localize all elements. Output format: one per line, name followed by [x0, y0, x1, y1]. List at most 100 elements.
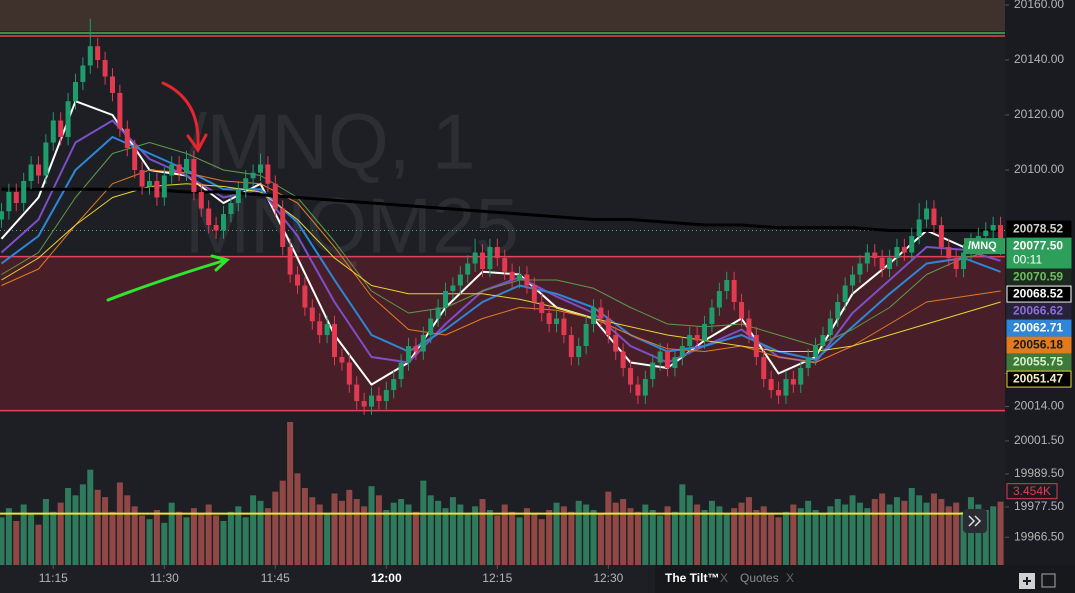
- tab-label[interactable]: The Tilt™: [665, 571, 719, 585]
- x-tick-label: 12:30: [593, 571, 623, 585]
- volume-bar: [398, 499, 405, 565]
- volume-bar: [723, 513, 730, 565]
- volume-bar: [464, 513, 471, 565]
- volume-bar: [28, 513, 35, 565]
- candle-body: [406, 346, 412, 363]
- volume-bar: [620, 499, 627, 565]
- volume-bar: [708, 500, 715, 565]
- price-tag-label: 20055.75: [1013, 354, 1063, 368]
- candle-body: [21, 180, 27, 204]
- candle-body: [724, 280, 730, 292]
- price-tag-label: 20070.59: [1013, 269, 1063, 283]
- candle-body: [413, 346, 419, 352]
- candle-body: [472, 252, 478, 264]
- volume-bar: [486, 510, 493, 565]
- x-tick-label: 12:00: [371, 571, 402, 585]
- volume-bar: [442, 508, 449, 565]
- candle-body: [258, 164, 264, 173]
- candle-body: [635, 384, 641, 396]
- candle-body: [58, 120, 64, 137]
- tab-close[interactable]: X: [786, 571, 794, 585]
- candle-body: [435, 307, 441, 319]
- volume-bar: [213, 515, 220, 565]
- candle-body: [924, 208, 930, 220]
- candle-body: [228, 203, 234, 215]
- volume-bar: [146, 519, 153, 565]
- volume-bar: [5, 508, 12, 565]
- candle-body: [901, 247, 907, 253]
- price-tag: [1006, 319, 1072, 337]
- candle-body: [872, 252, 878, 259]
- candle-body: [250, 172, 256, 179]
- candle-body: [835, 302, 841, 319]
- volume-bar: [227, 511, 234, 565]
- candle-body: [539, 302, 545, 314]
- candle-body: [842, 285, 848, 303]
- candle-body: [709, 307, 715, 325]
- volume-bar: [390, 502, 397, 565]
- candle-body: [243, 178, 249, 190]
- volume-bar: [886, 504, 893, 565]
- volume-bar: [760, 506, 767, 565]
- candle-body: [50, 120, 56, 143]
- tab-label[interactable]: Quotes: [740, 571, 779, 585]
- candle-body: [820, 335, 826, 347]
- candle-body: [206, 208, 212, 226]
- volume-bar: [849, 495, 856, 565]
- candle-body: [768, 379, 774, 391]
- candle-body: [909, 236, 915, 253]
- candle-body: [132, 147, 138, 170]
- volume-bar: [871, 499, 878, 565]
- y-tick-label: 20160.00: [1014, 0, 1064, 11]
- candle-body: [509, 271, 515, 281]
- volume-bar: [605, 491, 612, 565]
- layout-button[interactable]: [1041, 573, 1056, 588]
- candle-body: [887, 258, 893, 270]
- volume-bar: [57, 502, 64, 565]
- candle-body: [139, 169, 145, 187]
- volume-bar: [531, 513, 538, 565]
- candle-body: [220, 214, 226, 231]
- price-tag: [1006, 285, 1072, 303]
- price-tag-label: 20066.62: [1013, 303, 1063, 317]
- candle-body: [80, 65, 86, 82]
- mid-layer: [0, 32, 1005, 412]
- y-tick-label: 19989.50: [1014, 466, 1064, 480]
- candle-body: [694, 335, 700, 341]
- candle-body: [998, 225, 1004, 248]
- volume-bar: [930, 493, 937, 565]
- tab-close[interactable]: X: [720, 571, 728, 585]
- candle-body: [990, 225, 996, 231]
- x-tick-label: 11:45: [261, 571, 290, 585]
- volume-bar: [176, 511, 183, 565]
- candle-body: [450, 285, 456, 292]
- candle-body: [154, 180, 160, 198]
- candle-body: [213, 225, 219, 231]
- volume-bar: [694, 504, 701, 565]
- volume-bar: [139, 515, 146, 565]
- volume-bar: [264, 508, 271, 565]
- volume-bar: [183, 517, 190, 565]
- volume-bar: [701, 510, 708, 565]
- symbol-tag-label: /MNQ: [968, 240, 997, 252]
- candle-body: [191, 158, 197, 193]
- tab-bar: [655, 565, 1075, 593]
- y-tick-label: 20120.00: [1014, 107, 1064, 121]
- candle-body: [309, 307, 315, 322]
- volume-bar: [671, 511, 678, 565]
- volume-bar: [546, 510, 553, 565]
- candle-body: [642, 379, 648, 396]
- candle-body: [650, 362, 656, 380]
- candle-body: [776, 390, 782, 396]
- candle-body: [679, 346, 685, 358]
- volume-bar: [287, 422, 294, 565]
- volume-bar: [560, 506, 567, 565]
- candle-body: [628, 368, 634, 385]
- volume-bar: [805, 500, 812, 565]
- volume-bar: [790, 504, 797, 565]
- candle-body: [295, 274, 301, 286]
- volume-bar: [834, 499, 841, 565]
- volume-bar: [901, 500, 908, 565]
- candle-body: [176, 164, 182, 173]
